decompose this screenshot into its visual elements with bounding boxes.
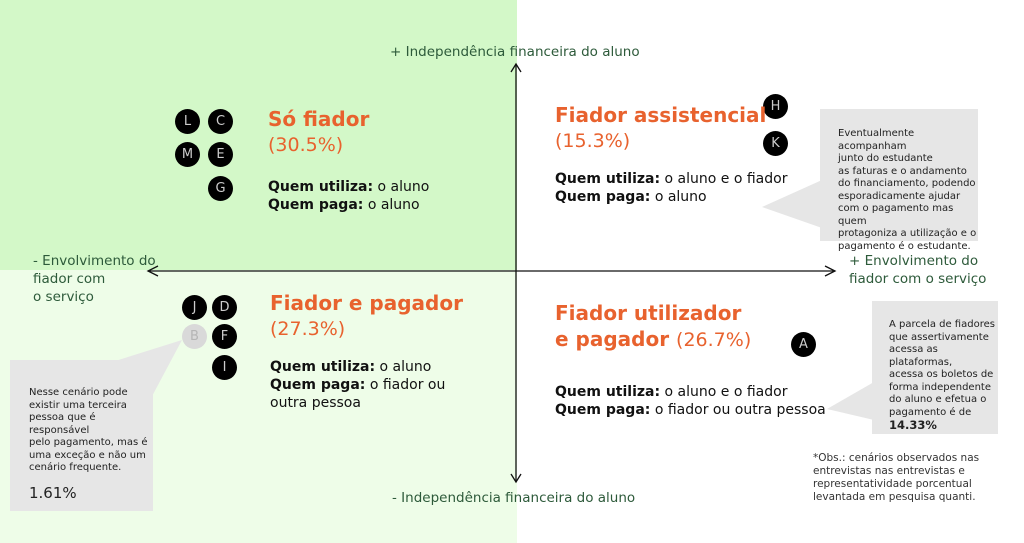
callout-line: existir uma terceira: [29, 399, 127, 411]
callout-line: pelo pagamento, mas é: [29, 437, 148, 448]
callout-line: que assertivamente: [889, 331, 989, 343]
quadrant-so-fiador: Só fiador (30.5%) Quem utiliza: o aluno …: [268, 106, 429, 214]
quadrant-fiador-assistencial: Fiador assistencial (15.3%) Quem utiliza…: [555, 102, 787, 206]
callout-plataformas: A parcela de fiadores que assertivamente…: [872, 301, 998, 434]
callout-line: forma independente: [889, 381, 991, 393]
quadrant-percent: (30.5%): [268, 134, 344, 156]
note-line: levantada em pesquisa quanti.: [813, 491, 976, 503]
quadrant-fiador-e-pagador: Fiador e pagador (27.3%) Quem utiliza: o…: [270, 290, 463, 412]
axis-label-top: + Independência financeira do aluno: [390, 44, 640, 60]
callout-line: Nesse cenário pode: [29, 387, 128, 398]
uses-label: Quem utiliza:: [270, 359, 376, 375]
pays-label: Quem paga:: [555, 402, 651, 418]
quadrant-title: Fiador e pagador: [270, 291, 463, 315]
quadrant-percent: (27.3%): [270, 318, 346, 340]
pays-label: Quem paga:: [268, 197, 364, 213]
callout-terceira-pessoa: Nesse cenário pode existir uma terceira …: [10, 360, 153, 511]
pays-label: Quem paga:: [555, 189, 651, 205]
callout-line: acessa as plataformas,: [889, 344, 953, 368]
quadrant-title: Fiador utilizador: [555, 301, 742, 325]
uses-label: Quem utiliza:: [268, 179, 374, 195]
uses-value: o aluno: [375, 359, 432, 375]
marker-E: E: [208, 142, 233, 167]
quadrant-percent: (15.3%): [555, 130, 631, 152]
pays-value: o fiador ou: [365, 377, 446, 393]
callout-line: uma exceção e não um: [29, 449, 146, 461]
callout-line: pessoa que é responsável: [29, 412, 96, 436]
callout-value: 14.33%: [889, 418, 937, 432]
quadrant-title-cont: e pagador: [555, 327, 670, 351]
axis-label-left-line: fiador com: [33, 271, 106, 287]
uses-label: Quem utiliza:: [555, 171, 661, 187]
marker-D: D: [212, 295, 237, 320]
quadrant-top-left-background: [0, 0, 517, 270]
uses-label: Quem utiliza:: [555, 384, 661, 400]
axis-label-left-line: o serviço: [33, 289, 94, 305]
pays-value: o aluno: [363, 197, 420, 213]
arrow-down: [510, 473, 522, 484]
marker-L: L: [175, 109, 200, 134]
quadrant-percent: (26.7%): [676, 329, 752, 351]
uses-value: o aluno e o fiador: [660, 171, 788, 187]
axis-label-right-line: + Envolvimento do: [849, 253, 979, 269]
axis-label-right-line: fiador com o serviço: [849, 271, 987, 287]
axis-label-left-line: - Envolvimento do: [33, 253, 156, 269]
callout-value: 1.61%: [29, 483, 77, 502]
observation-note: *Obs.: cenários observados nas entrevist…: [813, 452, 979, 504]
callout-pointer-assistencial: [762, 180, 822, 228]
callout-line: pagamento é o estudante.: [838, 240, 971, 252]
marker-C: C: [208, 109, 233, 134]
note-line: representatividade porcentual: [813, 478, 972, 490]
marker-B: B: [182, 324, 207, 349]
callout-line: do financiamento, podendo: [838, 178, 976, 189]
note-line: entrevistas nas entrevistas e: [813, 465, 965, 477]
callout-line: protagoniza a utilização e o: [838, 228, 977, 239]
marker-F: F: [212, 324, 237, 349]
axis-label-right: + Envolvimento do fiador com o serviço: [849, 252, 986, 288]
callout-line: acessa os boletos de: [889, 369, 994, 380]
arrow-right: [824, 265, 837, 277]
callout-line: Eventualmente acompanham: [838, 128, 915, 152]
pays-value: o fiador ou outra pessoa: [650, 402, 826, 418]
pays-value: o aluno: [650, 189, 707, 205]
note-line: *Obs.: cenários observados nas: [813, 452, 980, 464]
callout-line: as faturas e o andamento: [838, 165, 967, 177]
marker-A: A: [791, 332, 816, 357]
marker-M: M: [175, 142, 200, 167]
callout-line: do aluno e efetua o: [889, 394, 987, 405]
uses-value: o aluno e o fiador: [660, 384, 788, 400]
arrow-up: [510, 62, 522, 73]
axis-label-bottom: - Independência financeira do aluno: [392, 490, 636, 506]
arrow-left: [146, 265, 159, 277]
pays-value-cont: outra pessoa: [270, 395, 361, 411]
pays-label: Quem paga:: [270, 377, 366, 393]
marker-J: J: [182, 295, 207, 320]
marker-G: G: [208, 176, 233, 201]
axis-label-left: - Envolvimento do fiador com o serviço: [33, 252, 156, 306]
marker-I: I: [212, 355, 237, 380]
quadrant-fiador-utilizador-e-pagador: Fiador utilizador e pagador (26.7%) Quem…: [555, 300, 826, 419]
marker-H: H: [763, 94, 788, 119]
callout-assistencial: Eventualmente acompanham junto do estuda…: [820, 109, 978, 252]
quadrant-title: Fiador assistencial: [555, 103, 767, 127]
callout-pointer-plataformas: [827, 382, 874, 420]
callout-line: cenário frequente.: [29, 462, 122, 473]
callout-line: junto do estudante: [838, 153, 933, 164]
marker-K: K: [763, 131, 788, 156]
callout-line: esporadicamente ajudar: [838, 190, 961, 202]
quadrant-title: Só fiador: [268, 107, 370, 131]
callout-line: pagamento é de: [889, 406, 972, 418]
callout-line: com o pagamento mas quem: [838, 203, 954, 227]
uses-value: o aluno: [373, 179, 430, 195]
callout-line: A parcela de fiadores: [889, 319, 995, 330]
